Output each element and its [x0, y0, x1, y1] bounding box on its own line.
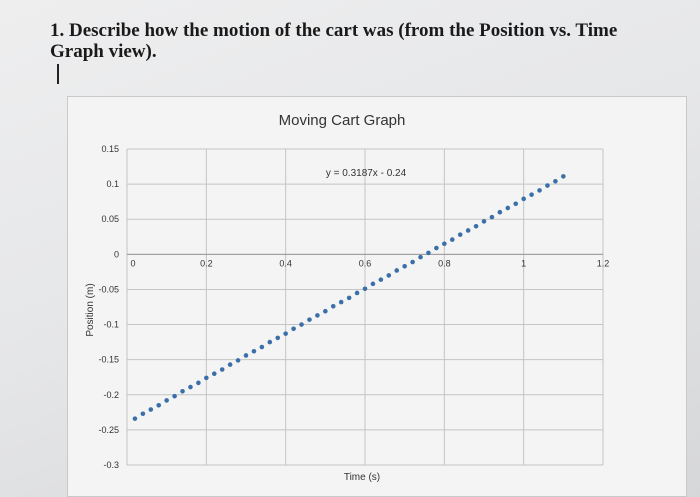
data-point — [521, 196, 526, 202]
data-point — [418, 254, 423, 260]
data-point — [346, 295, 352, 301]
data-point — [465, 228, 471, 233]
x-tick-label: 0 — [130, 258, 135, 268]
y-axis-label: Position (m) — [85, 283, 96, 336]
data-point — [497, 209, 503, 215]
x-tick-label: 0.2 — [200, 258, 213, 268]
data-point — [370, 281, 376, 287]
data-point — [354, 290, 360, 296]
data-point — [180, 388, 185, 394]
data-point — [386, 273, 392, 278]
data-point — [378, 277, 384, 282]
data-point — [410, 259, 415, 265]
data-point — [132, 416, 138, 421]
data-point — [330, 303, 336, 309]
data-point — [227, 362, 233, 367]
x-axis-label: Time (s) — [344, 472, 380, 483]
data-point — [204, 375, 209, 381]
data-point — [299, 322, 304, 327]
data-point — [338, 299, 344, 305]
y-tick-label: -0.3 — [103, 460, 119, 470]
data-point — [505, 205, 511, 211]
data-point — [251, 348, 257, 354]
data-point — [323, 308, 328, 314]
y-tick-label: 0.05 — [101, 214, 119, 224]
data-point — [211, 371, 217, 377]
data-point — [513, 201, 519, 207]
data-point — [457, 232, 463, 237]
data-point — [148, 407, 154, 412]
data-point — [402, 263, 407, 269]
data-points — [132, 174, 566, 421]
data-point — [196, 380, 201, 386]
data-point — [140, 411, 146, 417]
data-point — [553, 179, 558, 184]
data-point — [164, 398, 169, 403]
x-tick-label: 0.4 — [279, 258, 292, 268]
data-point — [235, 358, 241, 363]
data-point — [426, 250, 431, 256]
data-point — [362, 286, 368, 292]
data-point — [291, 326, 296, 332]
data-point — [481, 219, 487, 224]
x-tick-label: 1.2 — [597, 258, 610, 268]
question-text: 1. Describe how the motion of the cart w… — [50, 20, 618, 62]
y-tick-label: -0.05 — [98, 284, 119, 294]
data-point — [315, 313, 320, 318]
data-point — [537, 188, 542, 193]
y-tick-label: -0.15 — [98, 355, 119, 365]
y-tick-label: -0.2 — [103, 390, 119, 400]
chart-title: Moving Cart Graph — [279, 112, 406, 129]
data-point — [275, 335, 281, 341]
data-point — [561, 174, 566, 179]
data-point — [529, 192, 534, 197]
data-point — [473, 223, 479, 229]
x-tick-label: 1 — [521, 258, 526, 268]
x-tick-label: 0.6 — [359, 258, 372, 268]
trendline-equation: y = 0.3187x - 0.24 — [326, 168, 407, 179]
data-point — [283, 331, 288, 336]
y-tick-label: 0.15 — [101, 144, 119, 154]
data-point — [489, 214, 495, 220]
y-tick-label: 0.1 — [106, 179, 119, 189]
y-tick-label: -0.1 — [103, 320, 119, 330]
data-point — [172, 393, 177, 399]
y-tick-label: -0.25 — [98, 425, 119, 435]
y-tick-label: 0 — [114, 249, 119, 259]
text-cursor[interactable] — [57, 64, 59, 84]
x-tick-label: 0.8 — [438, 258, 451, 268]
data-point — [259, 344, 265, 350]
x-tick-labels: 0 0.2 0.4 0.6 0.8 1 1.2 — [130, 258, 609, 268]
data-point — [243, 353, 249, 358]
data-point — [442, 241, 447, 247]
y-tick-labels: 0.15 0.1 0.05 0 -0.05 -0.1 -0.15 -0.2 -0.25 -0.3 — [98, 144, 119, 470]
data-point — [188, 384, 193, 390]
data-point — [156, 403, 162, 408]
data-point — [545, 183, 550, 188]
data-point — [449, 237, 455, 242]
data-point — [307, 317, 312, 322]
data-point — [219, 367, 225, 372]
data-point — [394, 268, 400, 273]
data-point — [434, 245, 439, 251]
data-point — [267, 339, 273, 345]
chart-grid — [126, 148, 604, 466]
